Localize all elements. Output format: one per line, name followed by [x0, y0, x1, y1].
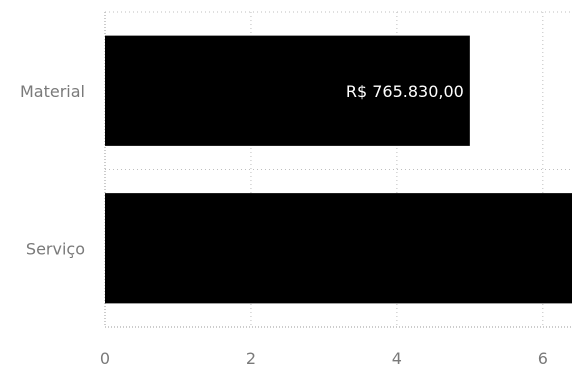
category-label: Serviço — [26, 239, 85, 258]
bar-material — [105, 35, 470, 146]
x-tick-label: 4 — [392, 349, 402, 368]
category-label: Material — [20, 82, 85, 101]
x-tick-label: 0 — [100, 349, 110, 368]
x-tick-label: 2 — [246, 349, 256, 368]
x-tick-label: 6 — [538, 349, 548, 368]
bar-serviço — [105, 193, 572, 304]
data-label: R$ 765.830,00 — [346, 82, 464, 101]
